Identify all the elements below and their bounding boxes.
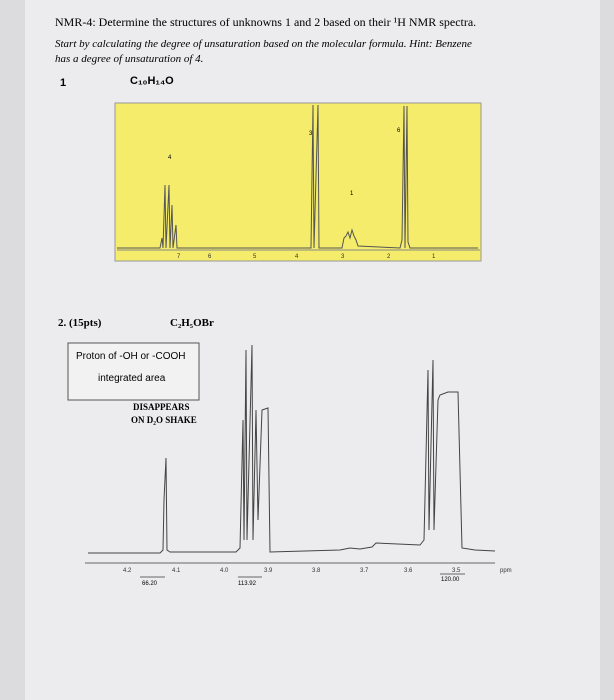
problem-number: 1 [60,77,66,89]
formula: C₁₀H₁₄O [130,75,174,87]
axis-label: 2 [387,254,391,260]
axis-label: 3.5 [452,568,461,574]
problem-number: 2. (15pts) [58,317,102,329]
spectrum-trace [88,344,496,554]
note-text: Proton of -OH or -COOH [76,351,185,362]
axis-label: 6 [208,254,212,260]
spectrum-trace [117,104,478,249]
stamp-text: ON D₂O SHAKE [131,415,197,425]
axis-label: 4.2 [123,568,132,574]
axis-label: 4.0 [220,568,229,574]
instruction-line: Start by calculating the degree of unsat… [55,38,472,50]
instruction-line: has a degree of unsaturation of 4. [55,53,203,65]
note-text: integrated area [98,373,166,384]
integration-label: 6 [397,128,401,134]
integral-value: 113.92 [238,581,257,587]
axis-label: 3.6 [404,568,413,574]
integration-label: 3 [309,131,313,137]
axis-label: 4.1 [172,568,181,574]
integral-value: 120.00 [441,577,460,583]
axis-label: 3 [341,254,345,260]
axis-label: 7 [177,254,181,260]
stamp-text: DISAPPEARS [133,402,190,412]
formula: C₂H₅OBr [170,317,214,329]
axis-label: 5 [253,254,257,260]
axis-label: 3.7 [360,568,369,574]
title: NMR-4: Determine the structures of unkno… [55,15,476,29]
axis-label: 3.8 [312,568,321,574]
integration-label: 4 [168,155,172,161]
axis-label: 4 [295,254,299,260]
integration-label: 1 [350,191,354,197]
note-box [67,342,200,401]
axis-label: 1 [432,254,436,260]
axis-unit: ppm [500,568,512,574]
axis-label: 3.9 [264,568,273,574]
integral-value: 66.20 [142,581,158,587]
